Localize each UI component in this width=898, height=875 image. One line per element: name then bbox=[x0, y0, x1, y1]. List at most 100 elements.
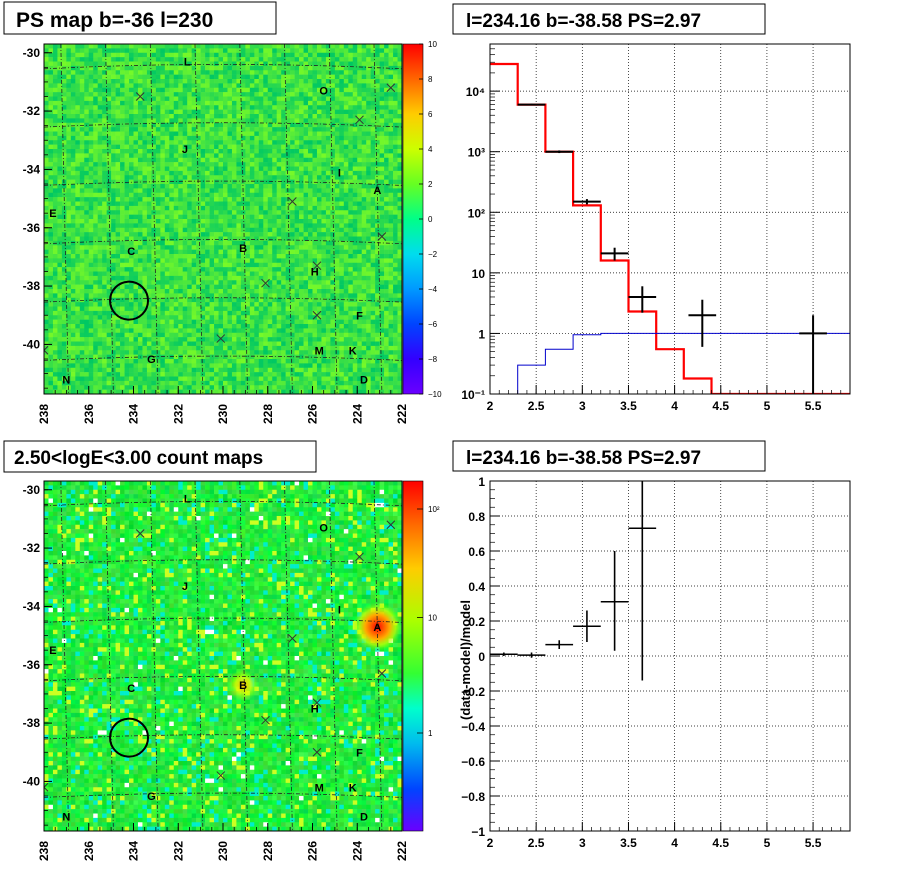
map-pixel bbox=[75, 170, 81, 176]
map-pixel bbox=[70, 315, 76, 320]
map-pixel bbox=[209, 92, 215, 97]
map-pixel bbox=[115, 144, 121, 150]
map-pixel bbox=[245, 70, 251, 75]
map-pixel bbox=[267, 109, 273, 115]
map-pixel bbox=[281, 201, 286, 207]
map-pixel bbox=[294, 140, 300, 145]
map-pixel bbox=[196, 258, 201, 264]
map-pixel bbox=[97, 372, 103, 377]
map-pixel bbox=[258, 184, 264, 189]
map-pixel bbox=[231, 310, 237, 316]
map-pixel bbox=[66, 114, 72, 119]
map-pixel bbox=[93, 249, 98, 255]
map-pixel bbox=[66, 223, 72, 229]
map-pixel bbox=[196, 328, 201, 334]
map-pixel bbox=[290, 175, 295, 180]
map-pixel bbox=[205, 153, 210, 159]
map-pixel bbox=[97, 275, 103, 281]
map-pixel bbox=[254, 350, 260, 355]
map-pixel bbox=[164, 245, 170, 250]
map-pixel bbox=[48, 302, 54, 307]
map-pixel bbox=[146, 83, 152, 89]
map-pixel bbox=[254, 306, 260, 312]
map-pixel bbox=[200, 79, 206, 84]
map-pixel bbox=[263, 61, 269, 67]
map-pixel bbox=[312, 219, 318, 224]
map-pixel bbox=[254, 197, 260, 202]
map-pixel bbox=[182, 87, 188, 93]
map-pixel bbox=[236, 249, 242, 255]
map-pixel bbox=[187, 127, 192, 132]
map-pixel bbox=[263, 87, 269, 93]
map-pixel bbox=[312, 385, 318, 390]
map-pixel bbox=[70, 52, 76, 58]
map-pixel bbox=[276, 245, 282, 250]
map-pixel bbox=[173, 57, 179, 62]
map-pixel bbox=[294, 310, 300, 316]
map-pixel bbox=[160, 122, 166, 128]
map-pixel bbox=[231, 61, 237, 67]
map-pixel bbox=[254, 267, 260, 272]
map-pixel bbox=[151, 262, 157, 268]
map-pixel bbox=[267, 179, 273, 185]
map-pixel bbox=[173, 166, 179, 172]
map-pixel bbox=[281, 157, 286, 163]
map-pixel bbox=[316, 61, 322, 67]
map-pixel bbox=[61, 332, 67, 338]
map-pixel bbox=[88, 201, 94, 207]
map-pixel bbox=[115, 140, 121, 145]
map-pixel bbox=[191, 157, 197, 163]
map-pixel bbox=[146, 219, 152, 224]
map-pixel bbox=[79, 275, 85, 281]
map-pixel bbox=[321, 114, 327, 119]
map-pixel bbox=[106, 245, 112, 250]
map-pixel bbox=[146, 100, 152, 106]
map-pixel bbox=[88, 192, 94, 198]
map-pixel bbox=[285, 92, 291, 97]
map-pixel bbox=[164, 232, 170, 237]
map-pixel bbox=[200, 65, 206, 71]
map-pixel bbox=[209, 52, 215, 58]
map-pixel bbox=[214, 184, 219, 189]
map-pixel bbox=[151, 109, 157, 115]
map-pixel bbox=[316, 122, 322, 128]
map-pixel bbox=[200, 70, 206, 75]
map-pixel bbox=[254, 205, 260, 211]
map-pixel bbox=[272, 87, 277, 93]
map-pixel bbox=[263, 332, 269, 338]
map-pixel bbox=[106, 105, 112, 110]
map-pixel bbox=[93, 223, 98, 229]
map-pixel bbox=[111, 367, 116, 373]
map-pixel bbox=[115, 302, 121, 307]
map-pixel bbox=[173, 96, 179, 102]
map-pixel bbox=[142, 205, 148, 211]
map-pixel bbox=[227, 210, 233, 215]
map-pixel bbox=[294, 262, 300, 268]
map-pixel bbox=[61, 310, 67, 316]
map-pixel bbox=[276, 319, 282, 325]
map-pixel bbox=[79, 61, 85, 67]
map-pixel bbox=[146, 385, 152, 390]
map-pixel bbox=[236, 61, 242, 67]
map-pixel bbox=[44, 324, 49, 329]
map-pixel bbox=[57, 324, 63, 329]
map-pixel bbox=[290, 157, 295, 163]
map-pixel bbox=[236, 144, 242, 150]
map-pixel bbox=[66, 337, 72, 342]
map-pixel bbox=[272, 179, 277, 185]
map-pixel bbox=[106, 83, 112, 89]
map-pixel bbox=[200, 105, 206, 110]
map-pixel bbox=[124, 328, 130, 334]
map-pixel bbox=[155, 332, 161, 338]
map-pixel bbox=[281, 175, 286, 180]
map-pixel bbox=[57, 127, 63, 132]
map-pixel bbox=[160, 341, 166, 347]
map-pixel bbox=[75, 324, 81, 329]
map-pixel bbox=[178, 105, 184, 110]
map-pixel bbox=[57, 385, 63, 390]
map-pixel bbox=[57, 254, 63, 259]
map-pixel bbox=[182, 227, 188, 233]
map-pixel bbox=[200, 297, 206, 303]
map-pixel bbox=[178, 227, 184, 233]
map-pixel bbox=[102, 105, 107, 110]
